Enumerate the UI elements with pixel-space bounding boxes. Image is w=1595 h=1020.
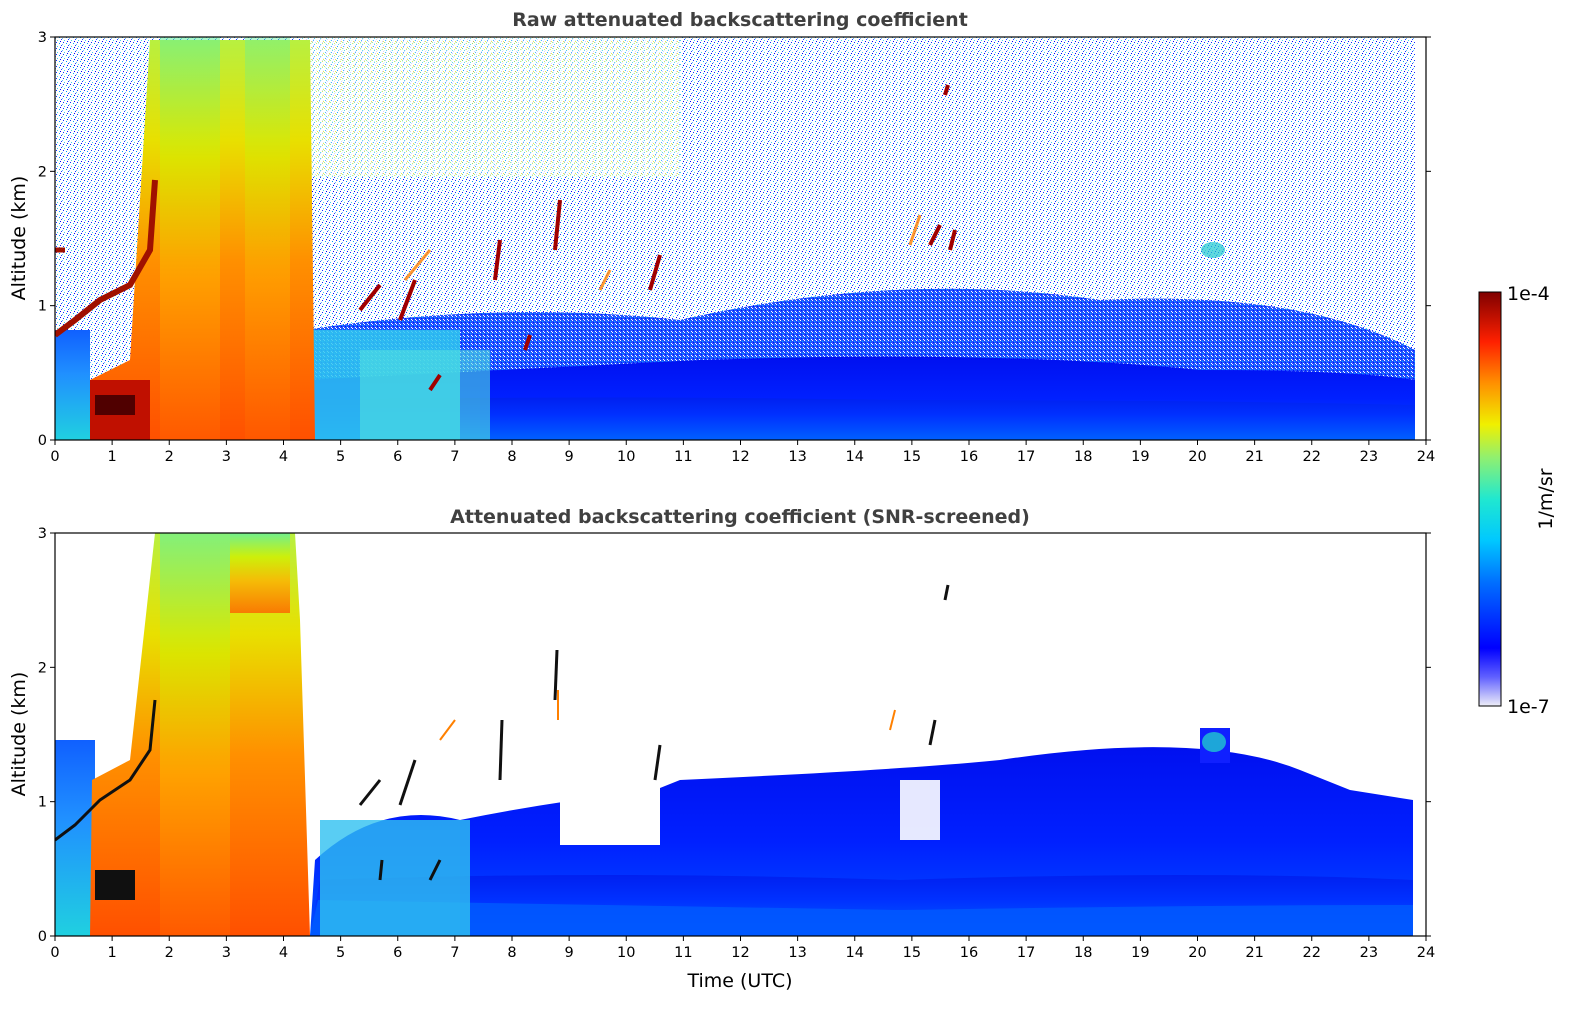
y-tick-label: 3: [38, 30, 47, 46]
top-y-ticks: 0 1 2 3: [38, 30, 1431, 449]
x-tick-label: 7: [450, 945, 459, 961]
colorbar-min-label: 1e-7: [1507, 696, 1550, 718]
x-tick-label: 18: [1074, 945, 1092, 961]
y-tick-label: 0: [38, 433, 47, 449]
bottom-x-axis-label: Time (UTC): [686, 970, 792, 992]
bottom-heatmap: [55, 533, 1426, 936]
x-tick-label: 24: [1417, 449, 1435, 465]
x-tick-label: 18: [1074, 449, 1092, 465]
top-chart-title: Raw attenuated backscattering coefficien…: [512, 9, 968, 31]
bottom-chart-title: Attenuated backscattering coefficient (S…: [450, 506, 1030, 528]
x-tick-label: 3: [222, 945, 231, 961]
top-panel: 0 1 2 3 4 5 6 7 8 9 10 11 12 13 14 15 16 17 18 19 20 21 22 23 24…: [8, 9, 1435, 465]
x-tick-label: 4: [279, 449, 288, 465]
x-tick-label: 3: [222, 449, 231, 465]
colorbar-frame: [1478, 291, 1502, 707]
x-tick-label: 2: [165, 945, 174, 961]
x-tick-label: 23: [1360, 945, 1378, 961]
y-tick-label: 2: [38, 660, 47, 676]
x-tick-label: 21: [1245, 945, 1263, 961]
bottom-y-ticks: 0 1 2 3: [38, 526, 1431, 945]
x-tick-label: 5: [336, 449, 345, 465]
x-tick-label: 5: [336, 945, 345, 961]
x-tick-label: 1: [108, 945, 117, 961]
x-tick-label: 17: [1017, 449, 1035, 465]
x-tick-label: 20: [1188, 449, 1206, 465]
x-tick-label: 0: [50, 449, 59, 465]
x-tick-label: 9: [565, 945, 574, 961]
y-tick-label: 0: [38, 929, 47, 945]
x-tick-label: 12: [731, 449, 749, 465]
top-y-axis-label: Altitude (km): [8, 176, 30, 301]
x-tick-label: 10: [617, 449, 635, 465]
x-tick-label: 8: [507, 945, 516, 961]
x-tick-label: 20: [1188, 945, 1206, 961]
x-tick-label: 22: [1303, 945, 1321, 961]
x-tick-label: 13: [788, 449, 806, 465]
x-tick-label: 19: [1131, 945, 1149, 961]
y-tick-label: 1: [38, 795, 47, 811]
x-tick-label: 8: [507, 449, 516, 465]
y-tick-label: 3: [38, 526, 47, 542]
x-tick-label: 11: [674, 945, 692, 961]
x-tick-label: 13: [788, 945, 806, 961]
x-tick-label: 16: [960, 449, 978, 465]
x-tick-label: 16: [960, 945, 978, 961]
y-tick-label: 1: [38, 299, 47, 315]
x-tick-label: 6: [393, 945, 402, 961]
bottom-y-axis-label: Altitude (km): [8, 672, 30, 797]
top-heatmap: [55, 37, 1426, 440]
x-tick-label: 10: [617, 945, 635, 961]
x-tick-label: 0: [50, 945, 59, 961]
x-tick-label: 14: [846, 945, 864, 961]
x-tick-label: 22: [1303, 449, 1321, 465]
colorbar-unit-label: 1/m/sr: [1535, 468, 1557, 529]
x-tick-label: 17: [1017, 945, 1035, 961]
x-tick-label: 12: [731, 945, 749, 961]
x-tick-label: 19: [1131, 449, 1149, 465]
x-tick-label: 23: [1360, 449, 1378, 465]
x-tick-label: 21: [1245, 449, 1263, 465]
x-tick-label: 2: [165, 449, 174, 465]
bottom-panel: 0 1 2 3 4 5 6 7 8 9 10 11 12 13 14 15 16 17 18 19 20 21 22 23 24…: [8, 506, 1435, 992]
x-tick-label: 14: [846, 449, 864, 465]
x-tick-label: 24: [1417, 945, 1435, 961]
x-tick-label: 9: [565, 449, 574, 465]
x-tick-label: 4: [279, 945, 288, 961]
x-tick-label: 7: [450, 449, 459, 465]
y-tick-label: 2: [38, 164, 47, 180]
x-tick-label: 6: [393, 449, 402, 465]
bottom-x-ticks: 0 1 2 3 4 5 6 7 8 9 10 11 12 13 14 15 16 17 18 19 20 21 22 23 24: [50, 936, 1435, 961]
x-tick-label: 15: [903, 449, 921, 465]
top-x-ticks: 0 1 2 3 4 5 6 7 8 9 10 11 12 13 14 15 16 17 18 19 20 21 22 23 24: [50, 440, 1435, 465]
x-tick-label: 1: [108, 449, 117, 465]
colorbar-gradient: [1479, 292, 1501, 706]
x-tick-label: 11: [674, 449, 692, 465]
x-tick-label: 15: [903, 945, 921, 961]
colorbar-max-label: 1e-4: [1507, 283, 1550, 305]
colorbar: 1e-4 1e-7 1/m/sr: [1478, 283, 1557, 718]
